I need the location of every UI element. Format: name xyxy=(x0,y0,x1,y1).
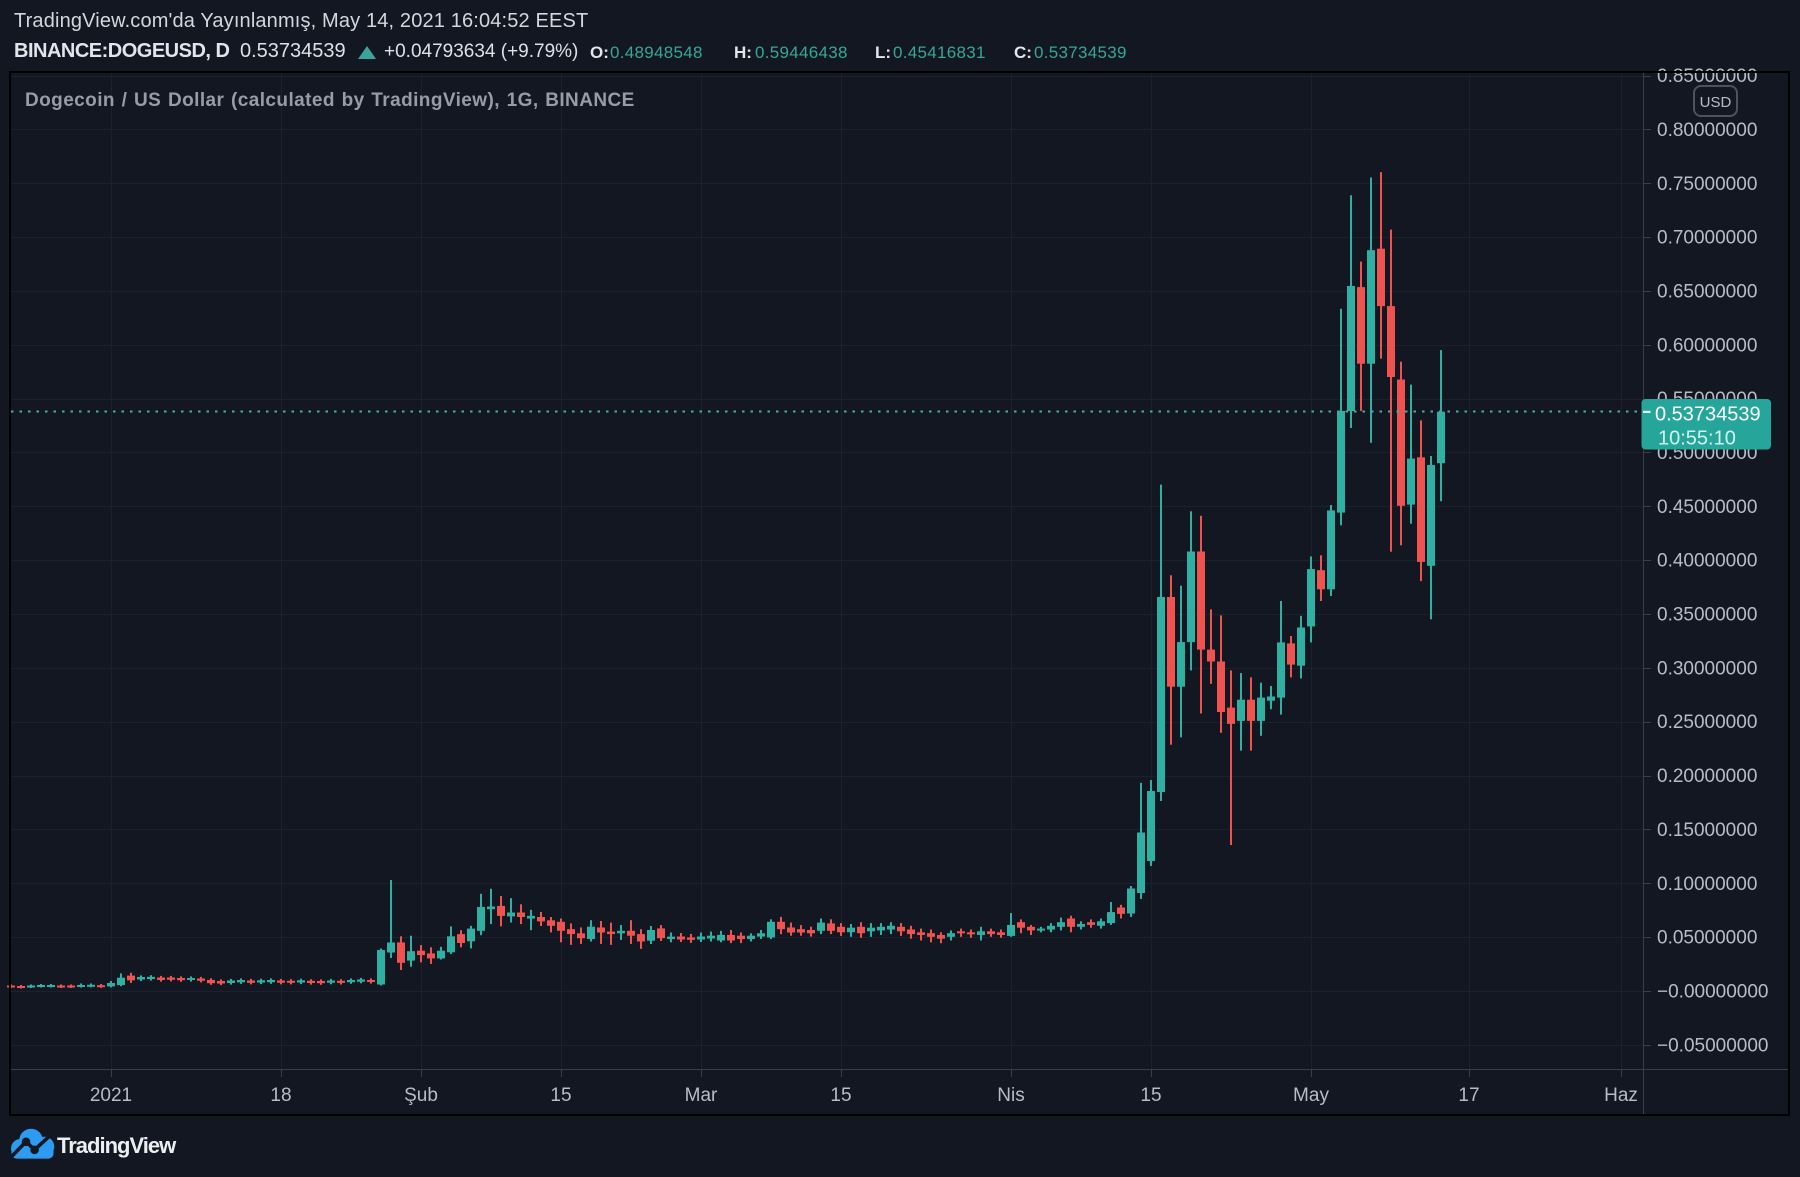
svg-text:0.20000000: 0.20000000 xyxy=(1657,766,1757,787)
svg-text:0.30000000: 0.30000000 xyxy=(1657,658,1757,679)
svg-text:0.35000000: 0.35000000 xyxy=(1657,605,1757,626)
svg-text:0.05000000: 0.05000000 xyxy=(1657,928,1757,949)
svg-text:15: 15 xyxy=(830,1085,851,1106)
svg-text:Mar: Mar xyxy=(685,1085,718,1106)
svg-text:0.53734539: 0.53734539 xyxy=(1655,404,1761,426)
svg-text:−0.05000000: −0.05000000 xyxy=(1657,1035,1768,1056)
svg-text:USD: USD xyxy=(1700,94,1732,111)
svg-text:15: 15 xyxy=(1140,1085,1161,1106)
svg-text:2021: 2021 xyxy=(90,1085,132,1106)
svg-text:0.65000000: 0.65000000 xyxy=(1657,281,1757,302)
svg-text:May: May xyxy=(1293,1085,1329,1106)
svg-text:0.40000000: 0.40000000 xyxy=(1657,551,1757,572)
svg-text:−0.00000000: −0.00000000 xyxy=(1657,982,1768,1003)
svg-text:0.60000000: 0.60000000 xyxy=(1657,335,1757,356)
svg-text:0.70000000: 0.70000000 xyxy=(1657,228,1757,249)
svg-text:0.75000000: 0.75000000 xyxy=(1657,174,1757,195)
svg-text:Haz: Haz xyxy=(1604,1085,1638,1106)
svg-text:0.15000000: 0.15000000 xyxy=(1657,820,1757,841)
svg-text:17: 17 xyxy=(1458,1085,1479,1106)
svg-text:Nis: Nis xyxy=(997,1085,1024,1106)
svg-text:0.85000000: 0.85000000 xyxy=(1657,66,1757,87)
svg-text:18: 18 xyxy=(270,1085,291,1106)
svg-text:0.10000000: 0.10000000 xyxy=(1657,874,1757,895)
svg-text:10:55:10: 10:55:10 xyxy=(1658,428,1736,450)
svg-text:0.25000000: 0.25000000 xyxy=(1657,712,1757,733)
svg-text:Şub: Şub xyxy=(404,1085,438,1106)
svg-text:15: 15 xyxy=(550,1085,571,1106)
svg-text:0.45000000: 0.45000000 xyxy=(1657,497,1757,518)
svg-text:0.80000000: 0.80000000 xyxy=(1657,120,1757,141)
